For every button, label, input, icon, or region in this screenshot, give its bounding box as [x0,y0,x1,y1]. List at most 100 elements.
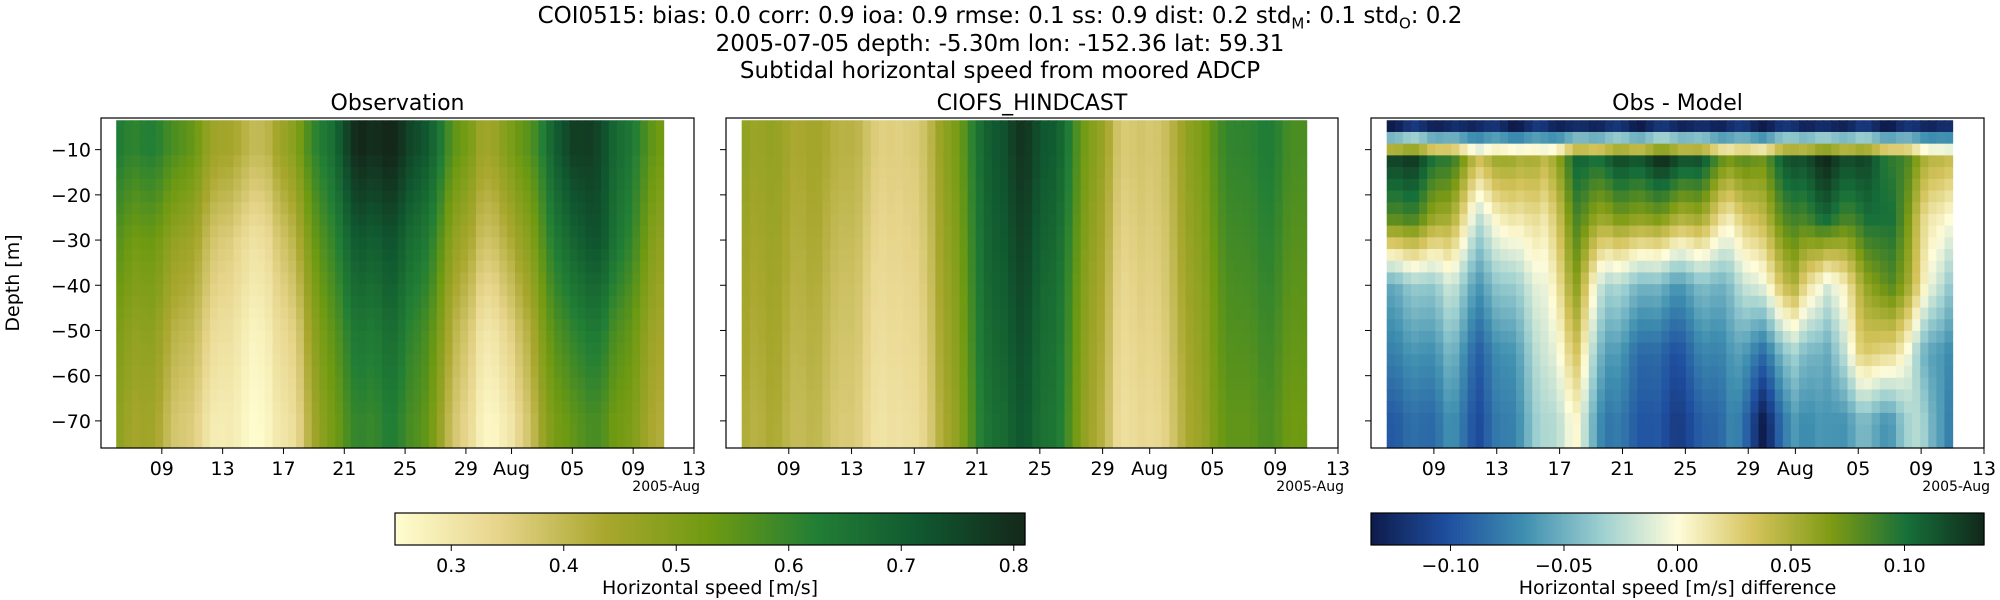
heatmap-cell [382,213,391,227]
heatmap-cell [1056,225,1066,238]
heatmap-cell [194,307,203,320]
heatmap-cell [757,155,767,168]
heatmap-cell [846,167,856,180]
heatmap-cell [569,225,579,238]
heatmap-cell [1040,307,1049,320]
heatmap-cell [1225,272,1235,285]
heatmap-cell [1402,272,1412,285]
heatmap-cell [1201,389,1211,402]
heatmap-cell [903,213,912,227]
heatmap-cell [1677,260,1687,274]
heatmap-cell [1936,202,1946,215]
heatmap-cell [561,260,571,274]
heatmap-cell [311,237,321,250]
heatmap-cell [1604,249,1614,262]
heatmap-cell [1386,155,1396,168]
heatmap-cell [1056,190,1066,203]
heatmap-cell [530,330,540,344]
heatmap-cell [1290,260,1300,274]
heatmap-cell [999,202,1009,215]
heatmap-cell [1427,284,1436,297]
heatmap-cell [194,272,203,285]
heatmap-cell [1774,131,1784,145]
heatmap-cell [1096,366,1106,379]
heatmap-cell [1161,377,1171,391]
heatmap-cell [773,342,783,355]
heatmap-cell [194,295,203,309]
heatmap-cell [814,237,823,250]
heatmap-cell [975,424,985,437]
heatmap-cell [903,143,912,156]
heatmap-cell [1185,377,1195,391]
heatmap-cell [577,436,586,449]
heatmap-cell [1145,377,1154,391]
heatmap-cell [1080,342,1090,355]
heatmap-cell [983,272,993,285]
heatmap-cell [585,225,594,238]
heatmap-cell [499,330,508,344]
heatmap-cell [1169,401,1179,414]
heatmap-cell [210,202,219,215]
heatmap-cell [327,354,336,367]
heatmap-cell [319,307,328,320]
heatmap-cell [749,436,759,449]
heatmap-cell [951,202,961,215]
heatmap-cell [178,295,188,309]
heatmap-cell [1129,272,1138,285]
heatmap-cell [554,401,563,414]
heatmap-cell [927,190,936,203]
heatmap-cell [655,225,665,238]
heatmap-cell [256,213,266,227]
heatmap-cell [1274,213,1283,227]
heatmap-cell [1726,202,1735,215]
heatmap-cell [116,120,125,133]
heatmap-cell [327,272,336,285]
heatmap-cell [389,155,399,168]
heatmap-cell [202,249,211,262]
heatmap-cell [491,167,500,180]
heatmap-cell [1507,272,1517,285]
heatmap-cell [1185,295,1195,309]
heatmap-cell [624,237,633,250]
heatmap-cell [374,424,383,437]
heatmap-cell [139,249,149,262]
heatmap-cell [640,213,649,227]
heatmap-cell [967,377,977,391]
heatmap-cell [1443,225,1452,238]
heatmap-cell [491,424,500,437]
heatmap-cell [1491,202,1501,215]
heatmap-cell [342,330,352,344]
heatmap-cell [155,377,164,391]
heatmap-cell [577,225,586,238]
heatmap-cell [303,284,313,297]
heatmap-cell [225,389,235,402]
heatmap-cell [749,377,759,391]
heatmap-cell [303,249,313,262]
heatmap-cell [225,131,235,145]
heatmap-cell [870,436,880,449]
heatmap-cell [911,330,920,344]
heatmap-cell [1104,412,1114,426]
heatmap-cell [397,354,407,367]
heatmap-cell [515,178,524,192]
heatmap-cell [507,237,516,250]
heatmap-cell [413,155,422,168]
heatmap-cell [1766,202,1776,215]
heatmap-cell [1177,354,1187,367]
heatmap-cell [1242,295,1251,309]
heatmap-cell [1201,143,1211,156]
heatmap-cell [1928,249,1937,262]
heatmap-cell [616,366,626,379]
heatmap-cell [927,307,936,320]
heatmap-cell [288,155,297,168]
heatmap-cell [1831,143,1840,156]
heatmap-cell [335,436,344,449]
heatmap-cell [124,330,133,344]
heatmap-cell [608,377,618,391]
heatmap-cell [1121,155,1130,168]
heatmap-cell [577,354,586,367]
heatmap-cell [429,120,438,133]
heatmap-cell [1169,131,1179,145]
heatmap-cell [530,237,540,250]
heatmap-cell [1233,412,1243,426]
